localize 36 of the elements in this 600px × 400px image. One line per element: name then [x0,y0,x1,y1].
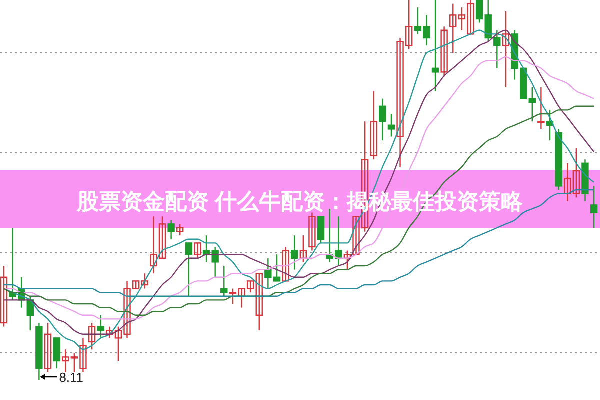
candlestick [388,113,396,138]
candlestick [53,338,60,370]
candlestick [194,242,202,259]
candlestick [256,273,263,332]
candlestick [0,265,8,328]
candlestick [44,322,52,373]
candlestick [220,265,228,297]
candlestick [300,235,308,263]
candlestick [370,90,378,160]
candlestick [317,216,325,244]
candlestick [502,10,510,88]
candlestick [484,0,492,42]
candlestick [450,3,457,54]
candlestick [379,98,386,142]
candlestick [97,314,104,339]
candlestick [564,162,572,202]
candlestick [185,242,193,297]
candlestick [572,148,580,198]
annotation: 8.11 [59,370,84,385]
candlestick [141,273,148,290]
candlestick [538,86,545,130]
candlestick [106,326,114,339]
candlestick [494,30,501,69]
candlestick [476,0,484,24]
candlestick [344,250,352,270]
candlestick [590,186,598,229]
candlestick [308,212,316,252]
candlestick [168,220,175,240]
candlestick [432,0,440,92]
candlestick [528,86,536,122]
candlestick [62,349,70,373]
candlestick [282,246,290,282]
candlestick [176,224,184,236]
candlestick [290,235,298,270]
candlestick [88,322,96,350]
candlestick [440,26,448,77]
